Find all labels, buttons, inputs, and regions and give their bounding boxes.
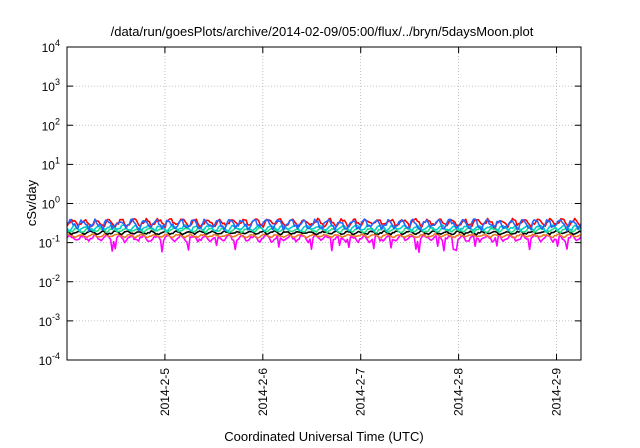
grid — [67, 47, 581, 360]
y-tick-label: 103 — [42, 77, 60, 94]
plot-frame — [66, 46, 582, 361]
axis-ticks: 10-4 10-3 10-2 10-1 100 101 102 103 104 2014-2-5 2… — [39, 38, 581, 416]
series-line — [66, 229, 582, 236]
x-axis-label: Coordinated Universal Time (UTC) — [224, 429, 423, 444]
chart-title: /data/run/goesPlots/archive/2014-02-09/0… — [111, 24, 534, 39]
y-tick-label: 101 — [42, 155, 60, 172]
series-layer — [66, 217, 582, 254]
x-tick-label: 2014-2-7 — [354, 368, 368, 416]
x-tick-label: 2014-2-5 — [158, 368, 172, 416]
y-tick-label: 100 — [42, 195, 60, 212]
y-tick-label: 10-1 — [39, 234, 60, 251]
y-tick-label: 10-2 — [39, 273, 60, 290]
series-line — [66, 218, 582, 232]
series-line — [66, 233, 582, 254]
x-tick-label: 2014-2-9 — [550, 368, 564, 416]
y-tick-label: 10-4 — [39, 351, 60, 368]
y-tick-label: 10-3 — [39, 312, 60, 329]
x-tick-label: 2014-2-6 — [256, 368, 270, 416]
x-tick-label: 2014-2-8 — [452, 368, 466, 416]
y-tick-label: 104 — [42, 38, 60, 55]
y-tick-label: 102 — [42, 116, 60, 133]
series-line — [66, 233, 582, 239]
series-line — [66, 224, 582, 233]
y-axis-label: cSv/day — [24, 179, 39, 226]
